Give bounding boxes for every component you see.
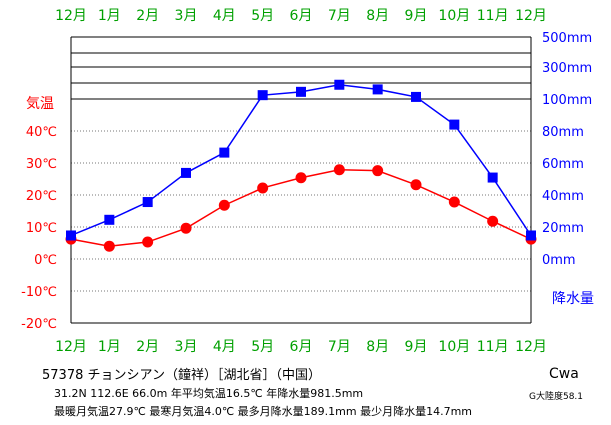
station-title: 57378 チョンシアン（鐘祥）［湖北省］（中国）: [42, 368, 321, 383]
month-label-bottom: 5月: [251, 339, 274, 355]
precipitation-point: [219, 147, 230, 158]
station-summary: 31.2N 112.6E 66.0m 年平均気温16.5℃ 年降水量981.5m…: [54, 387, 364, 400]
temperature-point: [103, 240, 115, 252]
precipitation-point: [142, 197, 153, 208]
month-label-bottom: 11月: [477, 339, 509, 355]
right-tick-label: 500mm: [542, 31, 592, 46]
right-tick-label: 0mm: [542, 253, 576, 268]
chart-labels: 12月 12月 1月 1月 2月 2月 3月 3月 4月 4月 5月 5月 6月 6月 7月 7月 8月 8月 9月…: [21, 8, 594, 355]
month-label-bottom: 6月: [290, 339, 313, 355]
left-tick-label: -20℃: [21, 317, 57, 332]
month-label-top: 10月: [438, 8, 470, 24]
temperature-point: [487, 215, 499, 227]
left-tick-label: 40℃: [26, 125, 57, 140]
station-extremes: 最暖月気温27.9℃ 最寒月気温4.0℃ 最多月降水量189.1mm 最少月降水…: [54, 405, 473, 418]
month-label-top: 2月: [136, 8, 159, 24]
precipitation-point: [334, 79, 345, 90]
precipitation-point: [66, 230, 76, 241]
month-label-top: 6月: [290, 8, 313, 24]
month-label-top: 3月: [175, 8, 198, 24]
precipitation-point: [487, 172, 498, 183]
month-label-bottom: 8月: [366, 339, 389, 355]
precipitation-line: [70, 83, 532, 237]
continentality-index: G大陸度58.1: [529, 392, 584, 402]
right-axis-title: 降水量: [552, 291, 594, 307]
precipitation-point: [449, 119, 460, 130]
temperature-point: [448, 196, 460, 208]
precipitation-point: [526, 230, 536, 241]
left-tick-label: 30℃: [26, 157, 57, 172]
temperature-point: [142, 236, 154, 248]
temperature-point: [372, 165, 384, 177]
precipitation-point: [257, 90, 268, 101]
month-label-top: 12月: [55, 8, 87, 24]
right-tick-label: 300mm: [542, 61, 592, 76]
left-tick-label: -10℃: [21, 285, 57, 300]
month-label-top: 11月: [477, 8, 509, 24]
temperature-point: [180, 222, 192, 234]
month-label-bottom: 2月: [136, 339, 159, 355]
month-label-bottom: 4月: [213, 339, 236, 355]
month-label-top: 9月: [405, 8, 428, 24]
chart-axes: [70, 37, 532, 324]
month-label-bottom: 9月: [405, 339, 428, 355]
precipitation-point: [411, 91, 421, 102]
month-label-bottom: 3月: [175, 339, 198, 355]
right-tick-label: 20mm: [542, 221, 584, 236]
koppen-class: Cwa: [549, 366, 579, 382]
precipitation-series: [66, 79, 536, 241]
precipitation-point: [372, 84, 383, 95]
precipitation-point: [104, 214, 115, 225]
month-label-bottom: 1月: [98, 339, 121, 355]
left-tick-label: 0℃: [34, 253, 57, 268]
temperature-point: [257, 182, 269, 194]
month-label-bottom: 12月: [515, 339, 547, 355]
month-label-top: 7月: [328, 8, 351, 24]
month-label-top: 5月: [251, 8, 274, 24]
right-tick-label: 100mm: [542, 93, 592, 108]
precipitation-point: [296, 86, 306, 97]
temperature-point: [295, 172, 307, 184]
month-label-bottom: 12月: [55, 339, 87, 355]
month-label-top: 12月: [515, 8, 547, 24]
chart-grid: [71, 36, 531, 292]
temperature-point: [333, 164, 345, 176]
right-tick-label: 60mm: [542, 157, 584, 172]
precipitation-point: [181, 167, 191, 178]
temperature-series: [65, 164, 537, 252]
month-label-top: 4月: [213, 8, 236, 24]
right-tick-label: 80mm: [542, 125, 584, 140]
left-tick-label: 10℃: [26, 221, 57, 236]
month-label-bottom: 7月: [328, 339, 351, 355]
temperature-point: [218, 199, 230, 211]
month-label-top: 8月: [366, 8, 389, 24]
month-label-top: 1月: [98, 8, 121, 24]
right-tick-label: 40mm: [542, 189, 584, 204]
left-tick-label: 20℃: [26, 189, 57, 204]
left-axis-title: 気温: [26, 96, 54, 112]
temperature-point: [410, 179, 422, 191]
month-label-bottom: 10月: [438, 339, 470, 355]
